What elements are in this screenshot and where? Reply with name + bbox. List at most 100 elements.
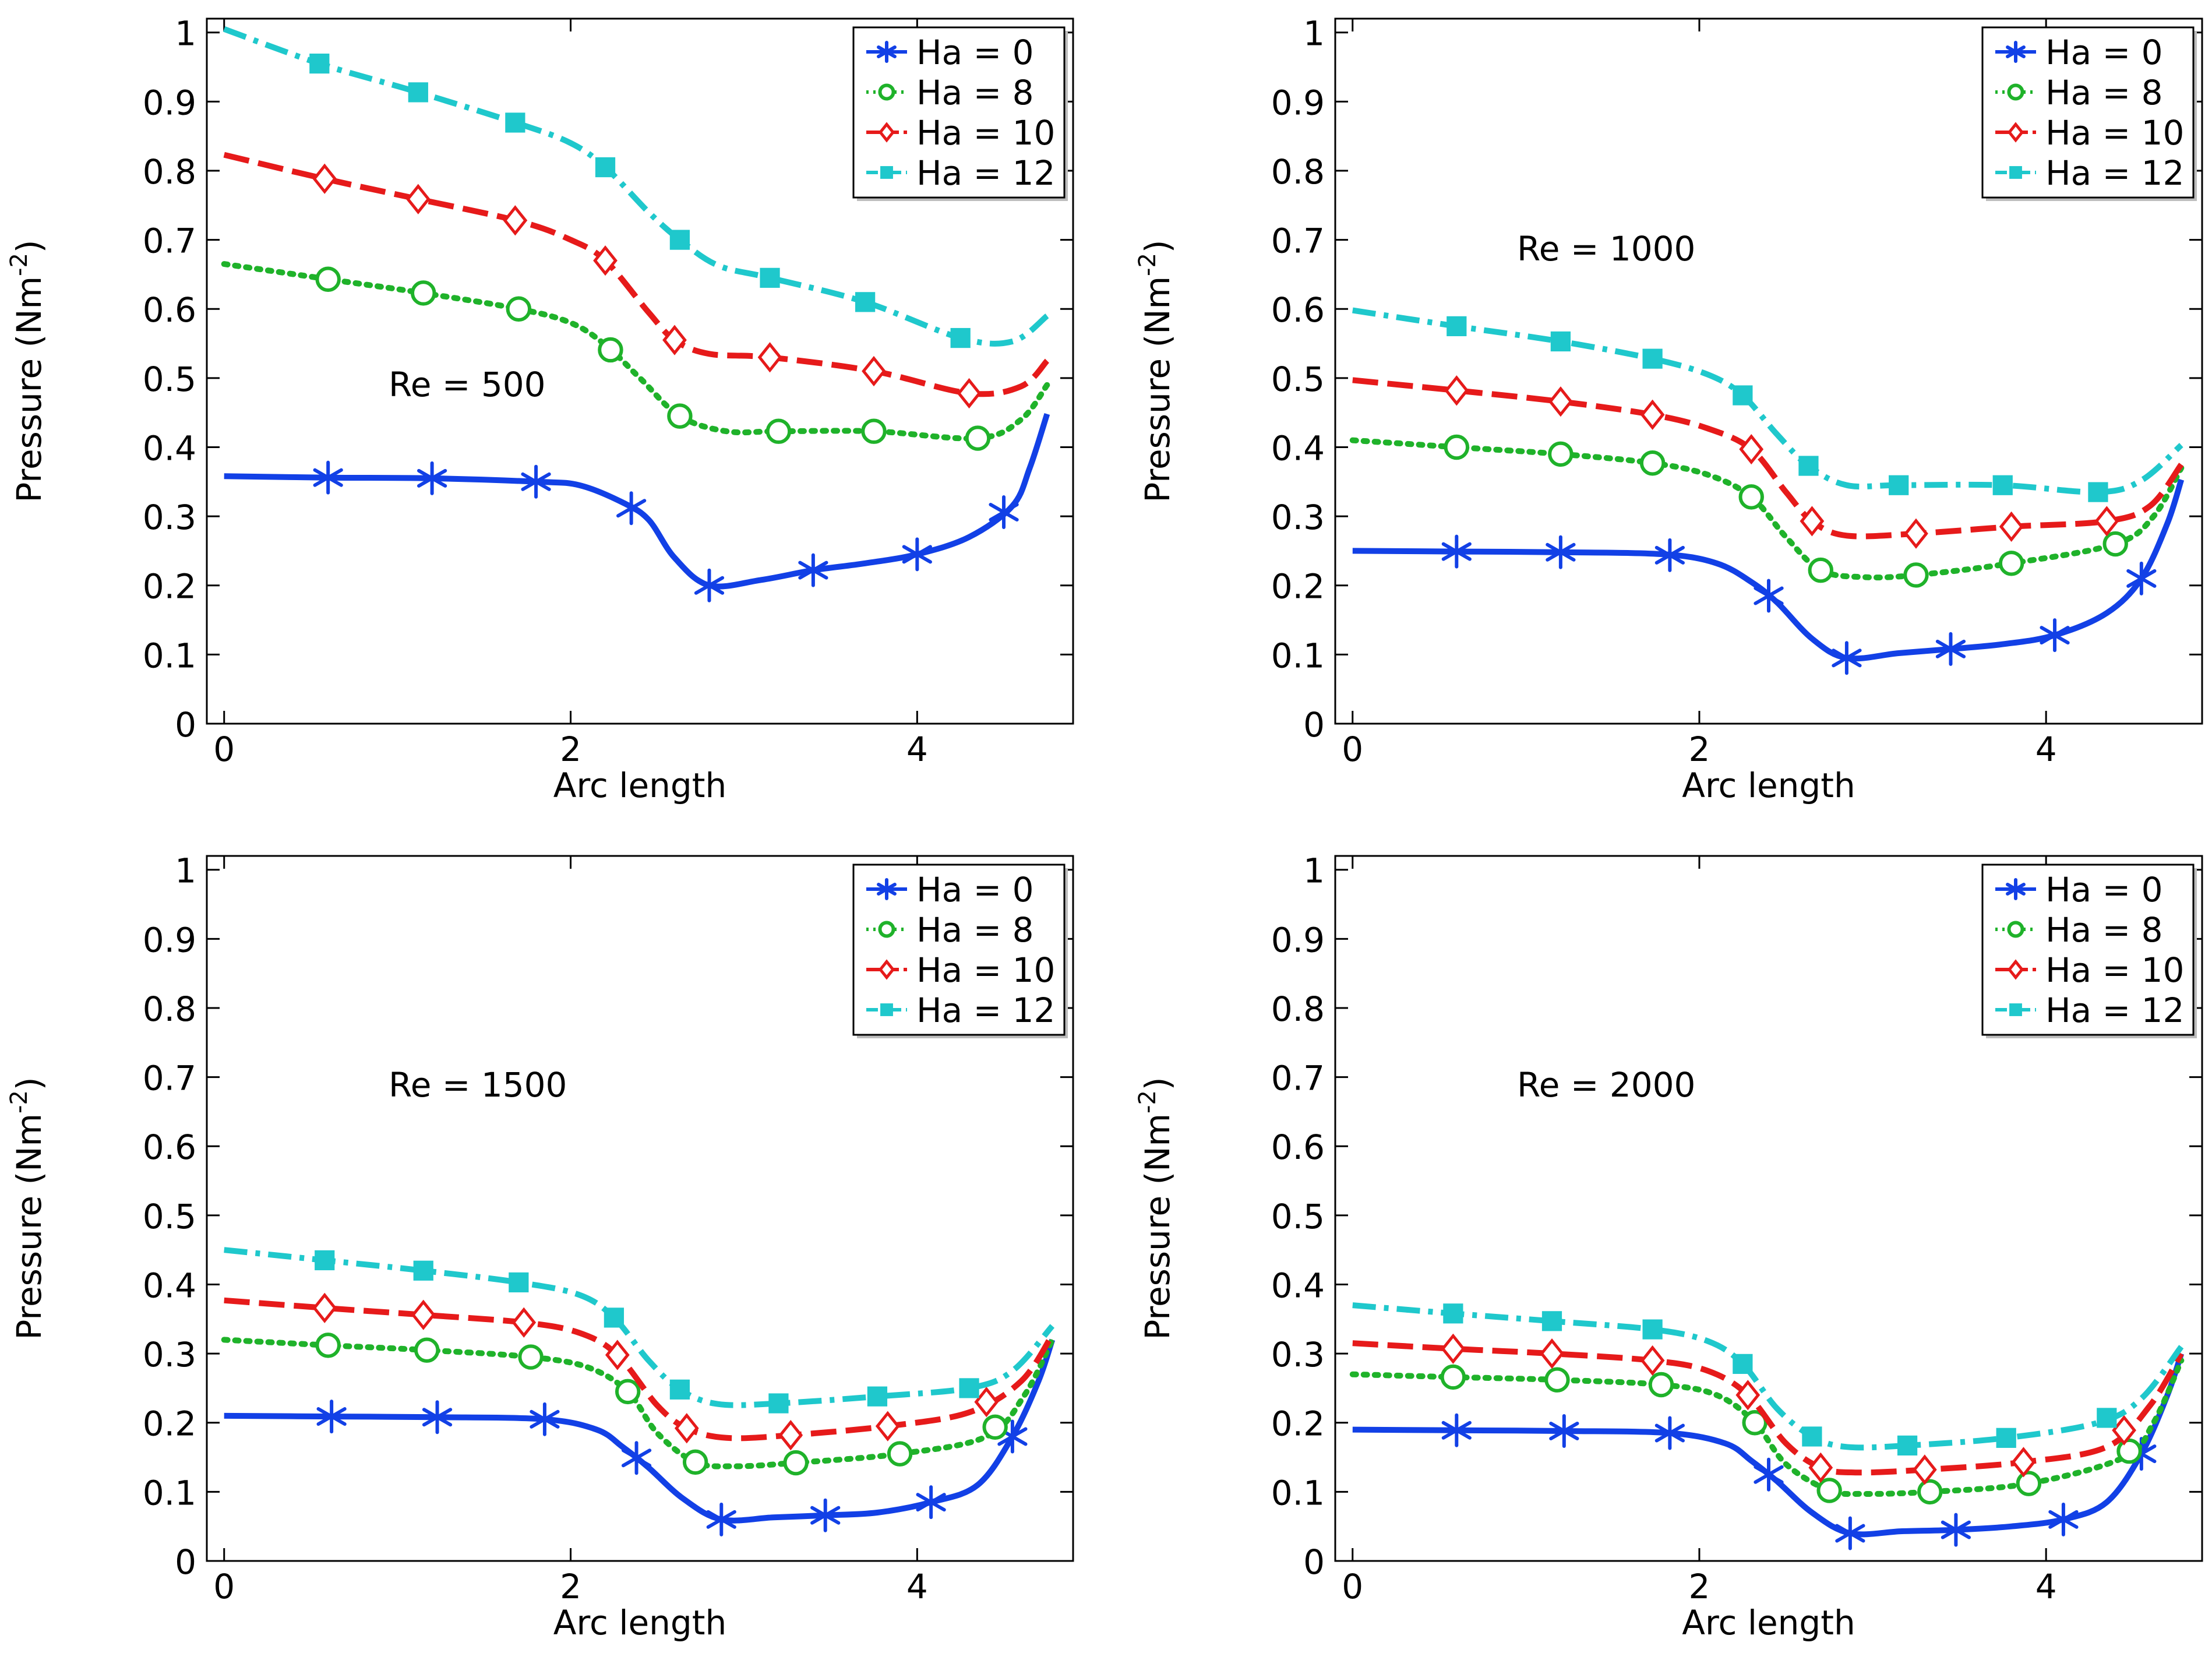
y-axis-label-superscript: -2 (6, 253, 33, 276)
data-point (1541, 1311, 1562, 1331)
legend-item: Ha = 0 (866, 870, 1034, 910)
x-axis-label: Arc length (553, 766, 726, 805)
y-tick-label: 0.9 (1271, 920, 1325, 960)
data-point (604, 1307, 625, 1328)
data-point (1904, 518, 1928, 549)
x-tick-label: 0 (1342, 729, 1363, 769)
data-point (1550, 331, 1571, 352)
data-point (1441, 534, 1472, 569)
data-point (810, 1498, 841, 1532)
data-point (974, 1387, 999, 1418)
data-point (408, 82, 428, 103)
y-axis-label-superscript: -2 (1134, 1090, 1161, 1113)
legend-label: Ha = 0 (916, 33, 1034, 72)
data-point (1640, 1345, 1665, 1376)
y-axis-label-end: ) (9, 239, 49, 253)
y-tick-label: 0.1 (1271, 636, 1325, 675)
y-tick-label: 0.6 (1271, 1127, 1325, 1167)
data-point (1808, 557, 1834, 583)
legend-item: Ha = 12 (866, 153, 1055, 193)
series-line (1352, 1340, 2184, 1476)
y-tick-label: 0.9 (1271, 83, 1325, 122)
legend-item: Ha = 10 (1995, 113, 2184, 153)
series-ha10 (224, 1292, 1055, 1451)
series-ha12 (223, 26, 1049, 348)
data-point (417, 461, 447, 495)
data-point (2048, 1502, 2079, 1536)
chart-panel-re-1500: 0 0.1 0.2 0.3 0.4 0.5 0.6 0.7 0.8 0.9 1 0 2 4 Arc leng… (6, 851, 1074, 1643)
y-tick-label: 0.2 (1271, 1404, 1325, 1444)
legend-item: Ha = 8 (1995, 73, 2163, 112)
y-tick-label: 0.6 (143, 1127, 196, 1167)
y-axis-label-superscript: -2 (6, 1090, 33, 1113)
y-tick-label: 0.7 (1271, 221, 1325, 261)
x-tick-label: 2 (560, 1567, 581, 1606)
data-point (1832, 641, 1862, 675)
legend-label: Ha = 8 (2045, 910, 2163, 950)
legend-item: Ha = 12 (866, 991, 1055, 1030)
data-point (1654, 538, 1685, 572)
y-axis-label-end: ) (1138, 1077, 1177, 1090)
data-point (1889, 475, 1909, 495)
data-point (1992, 475, 2013, 495)
y-tick-label: 0.8 (143, 152, 196, 192)
y-tick-label: 0.3 (143, 1335, 196, 1374)
y-tick-label: 1 (1303, 14, 1325, 54)
data-point (521, 464, 551, 499)
legend-item: Ha = 0 (1995, 870, 2163, 910)
data-point (422, 1400, 453, 1435)
data-point (1835, 1516, 1865, 1550)
data-point (669, 230, 690, 250)
legend-marker (2007, 83, 2024, 101)
data-point (861, 418, 887, 444)
data-point (2016, 1471, 2042, 1496)
data-point (505, 112, 525, 133)
legend-label: Ha = 12 (916, 991, 1055, 1030)
y-axis-label: Pressure (Nm-2) (6, 239, 49, 502)
data-point (855, 292, 876, 312)
x-tick-label: 4 (906, 1567, 928, 1606)
data-point (765, 418, 792, 444)
data-point (982, 1414, 1008, 1440)
annotation-re: Re = 2000 (1517, 1065, 1695, 1105)
y-tick-label: 0.2 (143, 1404, 196, 1444)
annotation-re: Re = 1000 (1517, 229, 1695, 269)
data-point (309, 53, 330, 74)
data-point (2102, 531, 2128, 557)
data-point (862, 355, 886, 387)
data-point (1440, 1364, 1466, 1390)
data-point (667, 403, 693, 429)
y-tick-label: 0.4 (1271, 1266, 1325, 1305)
legend-label: Ha = 8 (2045, 73, 2163, 112)
data-point (315, 266, 341, 292)
data-point (950, 327, 971, 348)
series-ha8 (1349, 1358, 2185, 1505)
legend-marker (878, 83, 895, 101)
series-ha8 (221, 261, 1050, 451)
series-ha0 (1352, 1352, 2185, 1550)
x-tick-label: 0 (213, 1567, 235, 1606)
data-point (2126, 561, 2157, 595)
y-tick-label: 0 (1303, 1542, 1325, 1582)
data-point (867, 1386, 888, 1407)
annotation-re: Re = 500 (389, 365, 546, 404)
data-point (2097, 1408, 2117, 1428)
y-tick-label: 0.9 (143, 83, 196, 122)
data-point (798, 553, 828, 587)
legend-marker (878, 921, 895, 938)
data-point (518, 1344, 544, 1370)
series-ha0 (224, 413, 1050, 602)
data-point (2112, 1415, 2136, 1446)
data-point (1544, 1367, 1570, 1393)
y-tick-label: 0.5 (1271, 1197, 1325, 1236)
legend-item: Ha = 10 (866, 950, 1055, 990)
annotation-re: Re = 1500 (389, 1065, 567, 1105)
data-point (1802, 1426, 1822, 1447)
data-point (621, 1441, 652, 1475)
y-tick-label: 0.3 (1271, 498, 1325, 537)
y-tick-label: 0.8 (143, 989, 196, 1029)
series-ha0 (224, 1338, 1056, 1536)
legend-item: Ha = 8 (866, 910, 1034, 950)
